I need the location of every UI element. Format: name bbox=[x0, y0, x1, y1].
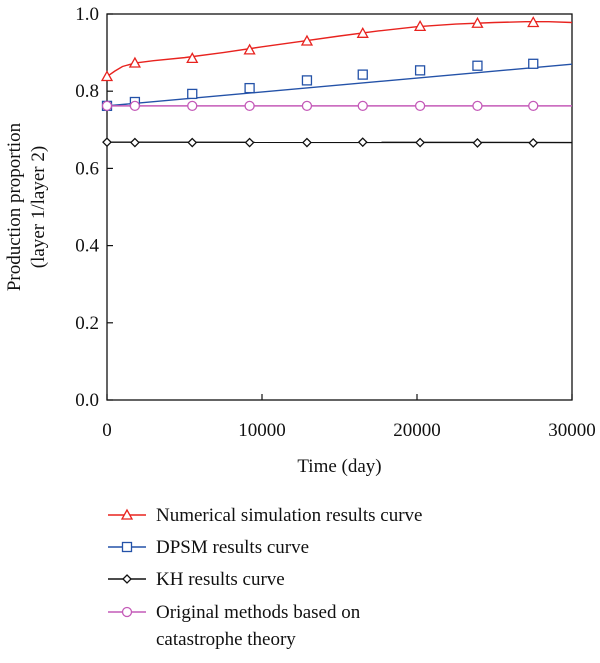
legend-label: Numerical simulation results curve bbox=[156, 505, 422, 526]
y-tick-label: 0.4 bbox=[75, 236, 99, 257]
x-tick-label: 30000 bbox=[548, 420, 596, 441]
data-point bbox=[413, 20, 427, 32]
data-point bbox=[129, 100, 141, 112]
data-point bbox=[187, 137, 198, 148]
data-point bbox=[100, 70, 114, 82]
data-point bbox=[244, 100, 255, 112]
legend-label-line: DPSM results curve bbox=[156, 537, 309, 558]
data-point bbox=[472, 138, 483, 148]
legend-marker bbox=[121, 541, 133, 553]
data-point bbox=[186, 52, 199, 64]
legend-label-line: Original methods based on bbox=[156, 602, 361, 623]
x-tick-label: 20000 bbox=[393, 420, 441, 441]
data-point bbox=[414, 65, 426, 76]
data-point bbox=[414, 100, 426, 112]
data-point bbox=[301, 75, 313, 86]
series-square bbox=[101, 58, 573, 112]
series-circle bbox=[101, 100, 572, 112]
data-point bbox=[528, 58, 539, 69]
legend-label-line: KH results curve bbox=[156, 569, 285, 590]
data-point bbox=[472, 60, 483, 71]
legend-label-line: catastrophe theory bbox=[156, 629, 296, 650]
series-line bbox=[106, 63, 573, 107]
data-point bbox=[244, 137, 255, 148]
data-point bbox=[357, 100, 368, 112]
data-point bbox=[101, 100, 113, 112]
legend-marker bbox=[120, 508, 134, 520]
data-point bbox=[102, 137, 112, 148]
y-tick-label: 0.8 bbox=[75, 81, 99, 102]
data-point bbox=[243, 43, 256, 55]
data-point bbox=[527, 16, 540, 28]
series-diamond bbox=[102, 137, 573, 148]
legend-label: Original methods based on catastrophe the… bbox=[156, 602, 361, 650]
data-point bbox=[528, 138, 539, 148]
y-tick-label: 1.0 bbox=[75, 4, 99, 25]
y-tick-label: 0.2 bbox=[75, 313, 99, 334]
plot-area: 0.0 0.2 0.4 0.6 0.8 1.0 0 10000 20000 30000 Time (… bbox=[4, 4, 596, 477]
legend-marker bbox=[122, 574, 132, 584]
plot-frame bbox=[106, 13, 573, 401]
legend-marker bbox=[121, 606, 133, 618]
data-point bbox=[415, 137, 426, 148]
series-triangle bbox=[100, 16, 573, 82]
data-point bbox=[471, 16, 484, 28]
x-tick-label: 0 bbox=[102, 420, 112, 441]
data-point bbox=[301, 100, 313, 112]
legend-label: DPSM results curve bbox=[156, 537, 309, 558]
x-tick-label: 10000 bbox=[238, 420, 286, 441]
series-line bbox=[106, 21, 573, 78]
y-axis-title-line: (layer 1/layer 2) bbox=[28, 146, 49, 268]
data-point bbox=[300, 34, 314, 46]
data-point bbox=[357, 137, 368, 148]
data-point bbox=[356, 26, 369, 38]
data-point bbox=[528, 100, 539, 112]
legend: Numerical simulation results curve DPSM r… bbox=[108, 505, 422, 650]
y-axis-title-line: Production proportion bbox=[4, 122, 25, 291]
legend-label-line: Numerical simulation results curve bbox=[156, 505, 422, 526]
data-point bbox=[244, 82, 255, 94]
y-tick-label: 0.6 bbox=[75, 158, 99, 179]
data-point bbox=[357, 69, 368, 80]
y-axis-title: Production proportion (layer 1/layer 2) bbox=[4, 122, 49, 291]
data-point bbox=[302, 137, 312, 148]
legend-label: KH results curve bbox=[156, 569, 285, 590]
data-point bbox=[472, 100, 483, 112]
data-point bbox=[187, 100, 198, 112]
y-tick-label: 0.0 bbox=[75, 390, 99, 411]
data-point bbox=[187, 88, 198, 100]
x-axis-title: Time (day) bbox=[297, 456, 381, 477]
data-point bbox=[128, 56, 142, 68]
data-point bbox=[129, 137, 140, 148]
